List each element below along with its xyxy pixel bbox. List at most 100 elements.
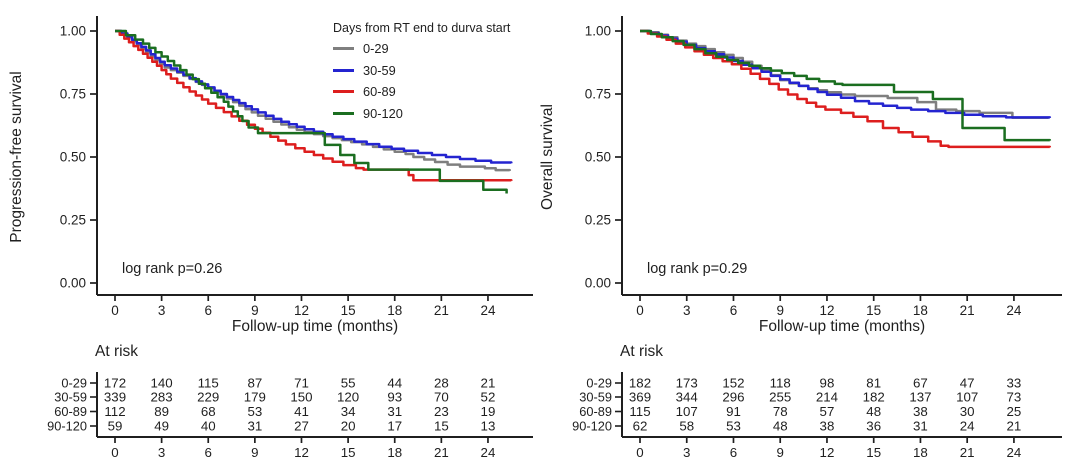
risk-count: 339 (104, 390, 126, 405)
risk-count: 67 (913, 376, 928, 391)
risk-count: 49 (154, 419, 169, 434)
risk-count: 31 (913, 419, 928, 434)
risk-row-label: 90-120 (572, 419, 612, 434)
x-tick-label: 18 (387, 303, 402, 318)
pfs-plot: 0.00 0.25 0.50 0.75 1.00 0 3 6 9 12 15 18 21 24 0-29 17… (47, 16, 533, 460)
risk-count: 13 (481, 419, 496, 434)
x-tick-label: 18 (913, 303, 928, 318)
risk-row-label: 60-89 (54, 404, 87, 419)
x-tick-label: 9 (776, 303, 784, 318)
y-tick-label: 1.00 (585, 24, 611, 39)
x-tick-label: 12 (819, 303, 834, 318)
risk-row-label: 60-89 (579, 404, 612, 419)
risk-row-label: 90-120 (47, 419, 87, 434)
legend-line-sample-green (333, 111, 354, 115)
risk-count: 150 (290, 390, 312, 405)
risk-count: 24 (960, 419, 975, 434)
risk-count: 48 (773, 419, 788, 434)
risk-x-tick-label: 21 (960, 445, 975, 460)
risk-count: 81 (866, 376, 881, 391)
legend-item-label: 0-29 (363, 41, 389, 57)
y-tick-label: 1.00 (60, 24, 86, 39)
y-tick-label: 0.75 (585, 87, 611, 102)
risk-count: 70 (434, 390, 449, 405)
risk-count: 38 (820, 419, 835, 434)
risk-row-label: 30-59 (579, 390, 612, 405)
risk-count: 214 (816, 390, 838, 405)
risk-count: 27 (294, 419, 309, 434)
km-curve-30-59 (640, 29, 1052, 119)
risk-count: 118 (770, 376, 791, 391)
risk-count: 52 (481, 390, 496, 405)
y-tick-label: 0.00 (585, 276, 611, 291)
risk-count: 30 (960, 404, 975, 419)
risk-count: 53 (726, 419, 741, 434)
risk-x-tick-label: 3 (158, 445, 165, 460)
risk-count: 78 (773, 404, 788, 419)
risk-count: 173 (676, 376, 698, 391)
risk-count: 89 (154, 404, 169, 419)
risk-count: 21 (1007, 419, 1022, 434)
risk-x-tick-label: 6 (730, 445, 737, 460)
risk-x-tick-label: 24 (481, 445, 496, 460)
risk-count: 17 (387, 419, 402, 434)
risk-count: 38 (913, 404, 928, 419)
risk-row-label: 0-29 (586, 376, 612, 391)
risk-count: 25 (1007, 404, 1022, 419)
x-tick-label: 0 (636, 303, 644, 318)
risk-x-tick-label: 12 (294, 445, 309, 460)
risk-count: 19 (481, 404, 496, 419)
risk-count: 182 (629, 376, 651, 391)
risk-count: 28 (434, 376, 449, 391)
legend-line-sample-red (333, 90, 354, 94)
risk-count: 15 (434, 419, 449, 434)
risk-count: 34 (341, 404, 356, 419)
x-tick-label: 12 (294, 303, 309, 318)
y-tick-label: 0.50 (60, 150, 86, 165)
risk-x-tick-label: 0 (111, 445, 118, 460)
risk-count: 120 (337, 390, 359, 405)
km-curve-0-29 (640, 29, 1050, 119)
km-curve-60-89 (640, 29, 1052, 149)
risk-count: 182 (863, 390, 885, 405)
risk-count: 41 (294, 404, 309, 419)
km-curve-30-59 (115, 29, 513, 164)
pfs-y-axis-title: Progression-free survival (8, 71, 25, 243)
x-tick-label: 6 (730, 303, 738, 318)
risk-count: 87 (247, 376, 262, 391)
risk-x-tick-label: 15 (341, 445, 356, 460)
x-tick-label: 15 (341, 303, 356, 318)
legend-line-sample-gray (333, 47, 354, 51)
risk-count: 48 (866, 404, 881, 419)
legend-item-0-29: 0-29 (333, 38, 510, 60)
risk-count: 98 (820, 376, 835, 391)
x-tick-label: 6 (204, 303, 212, 318)
risk-count: 255 (769, 390, 791, 405)
risk-row-label: 0-29 (61, 376, 87, 391)
risk-count: 93 (387, 390, 402, 405)
x-tick-label: 24 (480, 303, 496, 318)
risk-count: 115 (629, 404, 650, 419)
risk-row-label: 30-59 (54, 390, 87, 405)
risk-x-tick-label: 0 (636, 445, 643, 460)
y-tick-label: 0.75 (60, 87, 86, 102)
x-tick-label: 15 (866, 303, 881, 318)
x-tick-label: 24 (1006, 303, 1022, 318)
risk-count: 62 (633, 419, 648, 434)
legend-item-label: 90-120 (363, 105, 403, 121)
risk-x-tick-label: 15 (866, 445, 881, 460)
legend-item-30-59: 30-59 (333, 60, 510, 82)
legend-item-label: 60-89 (363, 84, 396, 100)
risk-count: 68 (201, 404, 216, 419)
os-x-axis-title: Follow-up time (months) (758, 318, 926, 335)
risk-count: 107 (676, 404, 698, 419)
risk-count: 91 (726, 404, 741, 419)
y-tick-label: 0.50 (585, 150, 611, 165)
y-tick-label: 0.00 (60, 276, 86, 291)
os-logrank-annotation: log rank p=0.29 (647, 261, 748, 277)
risk-count: 71 (294, 376, 309, 391)
risk-count: 152 (722, 376, 744, 391)
